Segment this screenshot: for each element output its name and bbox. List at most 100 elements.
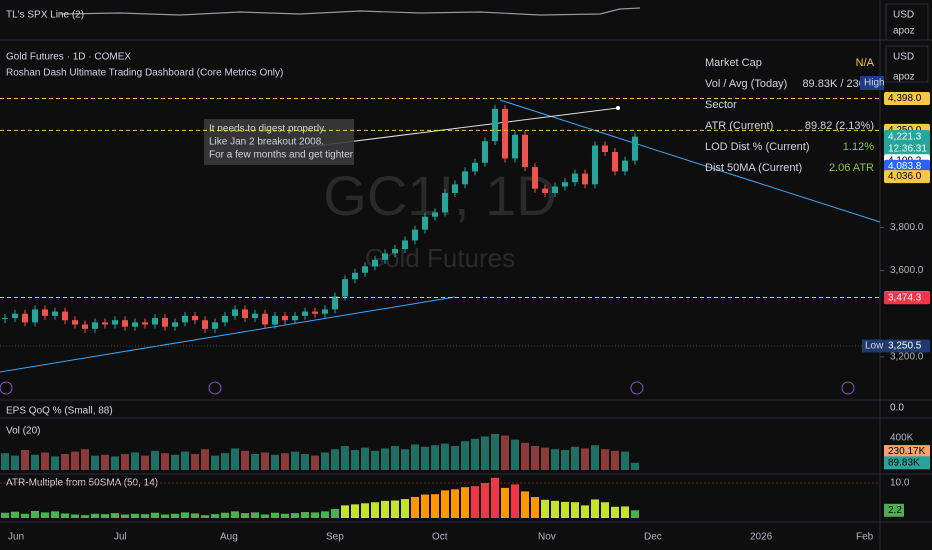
price-label-bg: [884, 291, 930, 305]
symbol-title: Gold Futures · 1D · COMEX: [6, 52, 131, 63]
atr-bar: [221, 512, 229, 518]
atr-bar: [541, 499, 549, 518]
candle-body: [362, 266, 368, 273]
price-label: 3,474.3: [888, 292, 922, 303]
candle-body: [632, 136, 638, 161]
atr-bar: [61, 513, 69, 518]
eps-tick: 0.0: [890, 403, 904, 414]
candle-body: [302, 311, 308, 316]
volume-bar: [381, 448, 389, 470]
atr-label: 2.2: [888, 505, 902, 516]
candle-body: [452, 184, 458, 193]
candle-body: [12, 313, 18, 319]
atr-bar: [491, 477, 499, 518]
y-tick-label: 10.0: [890, 478, 910, 489]
volume-bar: [131, 452, 139, 470]
candle-body: [282, 315, 288, 321]
tag: Low: [865, 341, 884, 352]
y-tick-label: 3,800.0: [890, 222, 924, 233]
currency: USD: [893, 10, 914, 21]
candle-body: [322, 309, 328, 314]
event-marker[interactable]: [208, 381, 222, 395]
candle-body: [402, 240, 408, 250]
candle-body: [162, 318, 168, 327]
atr-bar: [411, 497, 419, 518]
atr-bar: [401, 499, 409, 518]
volume-bar: [21, 450, 29, 470]
candle-body: [612, 151, 618, 172]
volume-bar: [391, 446, 399, 470]
currency-button[interactable]: [885, 3, 929, 41]
candle-body: [342, 279, 348, 297]
volume-bar: [231, 448, 239, 470]
atr-bar: [381, 500, 389, 518]
candle-body: [352, 272, 358, 280]
y-tick-label: 400K: [890, 433, 914, 444]
atr-bar: [201, 515, 209, 518]
volume-bar: [461, 441, 469, 470]
atr-bar: [291, 513, 299, 518]
account: apoz: [893, 26, 915, 37]
volume-bar: [171, 454, 179, 470]
candle-body: [272, 315, 278, 325]
candle-body: [312, 311, 318, 314]
x-tick-label: Sep: [326, 532, 344, 543]
atr-bar: [71, 514, 79, 518]
candle-body: [142, 322, 148, 325]
trendline: [499, 99, 881, 223]
volume-bar: [561, 450, 569, 470]
candle-body: [492, 108, 498, 142]
x-tick-label: Jun: [8, 532, 24, 543]
candle-body: [592, 145, 598, 185]
atr-bar: [571, 502, 579, 518]
x-tick-label: Feb: [856, 532, 874, 543]
event-marker[interactable]: [841, 381, 855, 395]
volume-bar: [91, 455, 99, 470]
volume-bar: [481, 436, 489, 470]
atr-bar: [341, 505, 349, 518]
candle-body: [102, 322, 108, 325]
atr-bar: [311, 512, 319, 518]
atr-bar: [391, 500, 399, 518]
candle-body: [72, 320, 78, 325]
volume-bar: [31, 454, 39, 470]
currency-button[interactable]: [885, 45, 929, 83]
price-label: 4,083.8: [888, 161, 922, 172]
watermark-symbol: GC1!, 1D: [323, 164, 556, 227]
price-label: 4,036.0: [888, 171, 922, 182]
candle-body: [92, 322, 98, 329]
candle-body: [372, 259, 378, 267]
atr-bar: [91, 513, 99, 518]
candle-body: [242, 309, 248, 319]
x-tick-label: Nov: [538, 532, 556, 543]
indicator-title: Roshan Dash Ultimate Trading Dashboard (…: [6, 68, 283, 79]
volume-bar: [161, 453, 169, 470]
volume-bar: [361, 447, 369, 470]
price-label-bg: [884, 159, 930, 173]
volume-bar: [411, 444, 419, 470]
atr-bar: [1, 512, 9, 518]
volume-bar: [221, 453, 229, 470]
trendline-end: [616, 106, 620, 110]
atr-bar: [241, 513, 249, 518]
x-tick-label: Jul: [114, 532, 127, 543]
atr-bar: [551, 500, 559, 518]
dashboard-value: 89.83K / 230.1: [802, 78, 874, 90]
volume-bar: [191, 454, 199, 470]
candle-body: [152, 318, 158, 325]
candle-body: [62, 311, 68, 321]
dashboard-value: 1.12%: [843, 141, 874, 153]
atr-bar: [591, 499, 599, 518]
event-marker[interactable]: [630, 381, 644, 395]
volume-bar: [551, 449, 559, 470]
event-marker[interactable]: [0, 381, 13, 395]
volume-bar: [531, 446, 539, 470]
atr-bar: [611, 506, 619, 518]
dashboard-key: Dist 50MA (Current): [705, 162, 802, 174]
atr-bar: [81, 515, 89, 518]
atr-bar: [101, 514, 109, 518]
candle-body: [32, 309, 38, 323]
atr-bar: [251, 512, 259, 518]
volume-label: Vol (20): [6, 426, 40, 437]
